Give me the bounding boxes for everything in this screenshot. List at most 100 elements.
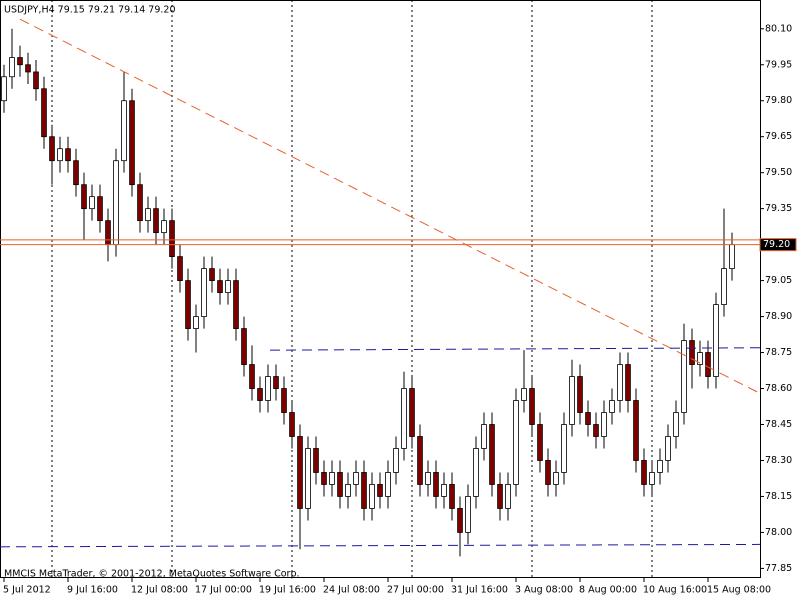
candle-body xyxy=(89,196,95,210)
y-tick-label: 79.50 xyxy=(765,167,792,178)
candle-body xyxy=(129,100,135,186)
x-tick-label: 24 Jul 08:00 xyxy=(323,585,380,596)
candle-body xyxy=(65,148,71,162)
candle-body xyxy=(57,148,63,162)
candle-body xyxy=(169,220,175,258)
candle-body xyxy=(313,448,319,473)
y-tick-label: 79.80 xyxy=(765,95,792,106)
candle-body xyxy=(329,472,335,485)
candle-body xyxy=(345,484,351,497)
y-tick-label: 79.65 xyxy=(765,131,792,142)
trendline xyxy=(19,18,761,394)
candle-body xyxy=(1,76,7,102)
candle-body xyxy=(529,388,535,425)
y-tick-label: 79.35 xyxy=(765,203,792,214)
candle-body xyxy=(689,340,695,365)
candle-body xyxy=(593,424,599,437)
candle-body xyxy=(697,352,703,365)
candle-body xyxy=(353,472,359,485)
candle-body xyxy=(369,484,375,509)
candle-body xyxy=(465,496,471,533)
candle-body xyxy=(241,328,247,365)
candle-body xyxy=(25,64,31,73)
candle-body xyxy=(673,412,679,437)
candle-body xyxy=(641,460,647,485)
price-marker xyxy=(759,238,797,252)
candle-body xyxy=(585,412,591,425)
footer: MMCIS MetaTrader, © 2001-2012, MetaQuote… xyxy=(4,569,300,580)
candle-body xyxy=(433,472,439,497)
trendline xyxy=(0,543,761,548)
y-tick-label: 79.95 xyxy=(765,59,792,70)
candle-body xyxy=(233,280,239,329)
candle-body xyxy=(441,484,447,497)
candle-body xyxy=(521,388,527,401)
candle-body xyxy=(337,472,343,497)
candle-body xyxy=(497,484,503,509)
candle-body xyxy=(625,364,631,401)
y-tick-label: 78.30 xyxy=(765,455,792,466)
candle-body xyxy=(417,436,423,485)
candle-body xyxy=(721,268,727,305)
x-tick-label: 9 Jul 16:00 xyxy=(67,585,118,596)
plot-frame xyxy=(0,0,761,578)
x-tick-label: 3 Aug 08:00 xyxy=(515,585,573,596)
candle-body xyxy=(457,508,463,533)
candle-body xyxy=(41,88,47,138)
candle-body xyxy=(105,220,111,246)
candle-body xyxy=(257,388,263,401)
y-tick-label: 77.85 xyxy=(765,563,792,574)
candle-body xyxy=(505,484,511,509)
candle-body xyxy=(657,460,663,473)
candle-body xyxy=(729,244,735,270)
candle-body xyxy=(425,472,431,485)
candle-body xyxy=(665,436,671,461)
x-tick-label: 31 Jul 16:00 xyxy=(451,585,508,596)
candle-body xyxy=(49,136,55,162)
candle-body xyxy=(177,256,183,282)
y-tick-label: 78.45 xyxy=(765,419,792,430)
candle-body xyxy=(209,268,215,282)
candle-body xyxy=(385,472,391,497)
x-tick-label: 17 Jul 00:00 xyxy=(195,585,252,596)
candle-body xyxy=(473,448,479,497)
candle-body xyxy=(649,472,655,485)
candle-body xyxy=(681,340,687,413)
candle-body xyxy=(481,424,487,449)
candle-body xyxy=(321,472,327,485)
candle-body xyxy=(553,472,559,485)
candle-body xyxy=(273,376,279,389)
y-tick-label: 78.90 xyxy=(765,311,792,322)
candle-body xyxy=(489,424,495,485)
x-tick-label: 8 Aug 00:00 xyxy=(579,585,637,596)
candle-body xyxy=(249,364,255,389)
candle-body xyxy=(265,376,271,401)
candle-body xyxy=(401,388,407,449)
x-tick-label: 5 Jul 2012 xyxy=(3,585,51,596)
candle-body xyxy=(153,208,159,234)
candle-body xyxy=(145,208,151,222)
candle-body xyxy=(121,100,127,162)
candle-body xyxy=(289,412,295,437)
candle-body xyxy=(201,268,207,317)
candle-body xyxy=(609,400,615,413)
candle-body xyxy=(705,352,711,377)
x-tick-label: 27 Jul 00:00 xyxy=(387,585,444,596)
x-tick-label: 12 Jul 08:00 xyxy=(131,585,188,596)
candle-body xyxy=(361,472,367,509)
candle-body xyxy=(161,220,167,234)
candle-body xyxy=(393,448,399,473)
candle-body xyxy=(569,376,575,425)
candle-body xyxy=(545,460,551,485)
candle-body xyxy=(409,388,415,437)
candle-body xyxy=(193,316,199,329)
candle-body xyxy=(33,71,39,90)
candle-body xyxy=(137,184,143,222)
candle-body xyxy=(225,280,231,293)
candle-body xyxy=(305,448,311,509)
candle-body xyxy=(577,376,583,413)
candle-body xyxy=(713,304,719,377)
